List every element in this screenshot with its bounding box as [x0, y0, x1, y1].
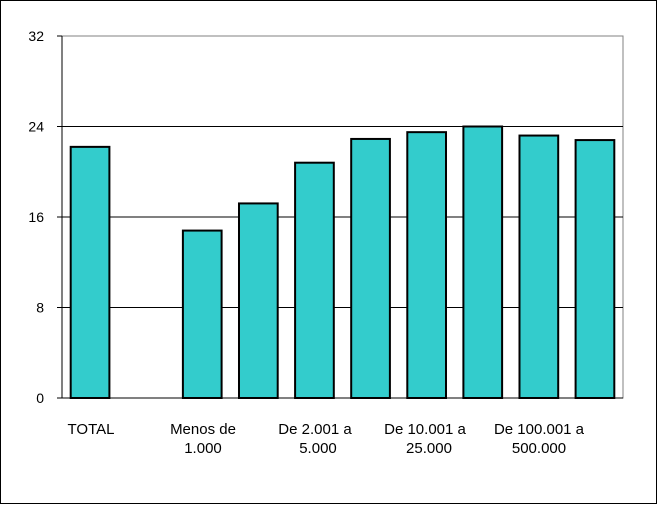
y-axis-ticks: 0 8 16 24 32: [28, 28, 62, 406]
y-tick-label: 8: [36, 300, 44, 316]
x-tick-label: 500.000: [512, 440, 566, 457]
y-tick-label: 32: [28, 28, 44, 44]
bar: [237, 202, 279, 399]
bar: [69, 145, 111, 399]
bar: [294, 161, 335, 399]
x-tick-label: De 2.001 a: [278, 421, 352, 438]
bar: [462, 125, 504, 399]
x-tick-label: 25.000: [406, 440, 452, 457]
bar: [181, 229, 223, 399]
x-axis-labels: TOTAL Menos de 1.000 De 2.001 a 5.000 De 10.0…: [68, 421, 585, 457]
y-tick-label: 24: [28, 119, 44, 135]
x-tick-label: 1.000: [184, 440, 222, 457]
y-tick-label: 16: [28, 209, 44, 225]
bars: [69, 125, 616, 400]
y-tick-label: 0: [36, 390, 44, 406]
x-tick-label: 5.000: [299, 440, 337, 457]
x-tick-label: TOTAL: [68, 421, 115, 438]
bar: [350, 137, 391, 399]
bar: [574, 139, 616, 399]
x-tick-label: De 10.001 a: [384, 421, 466, 438]
bar: [518, 134, 560, 400]
x-tick-label: De 100.001 a: [494, 421, 585, 438]
x-tick-label: Menos de: [170, 421, 236, 438]
bar: [406, 131, 448, 399]
